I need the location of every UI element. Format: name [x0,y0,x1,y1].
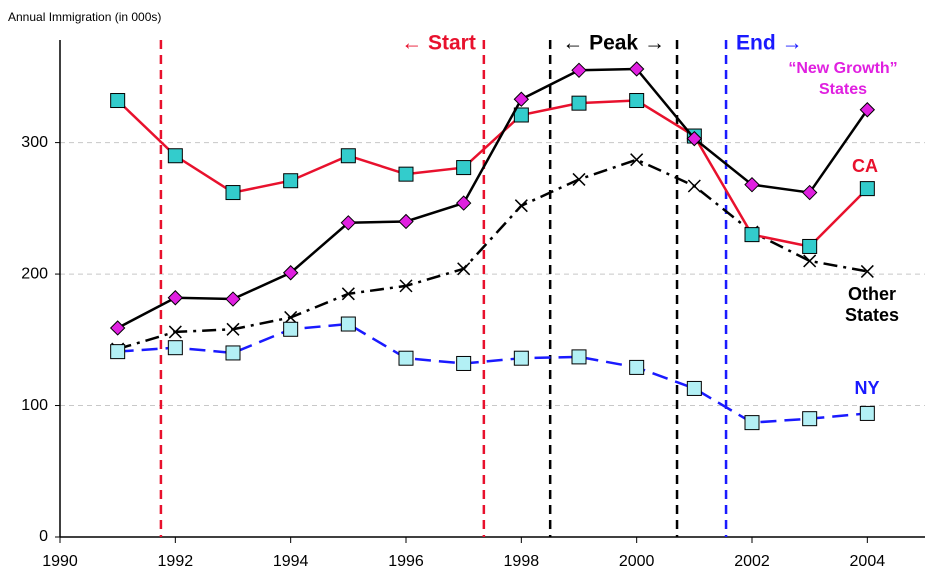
marker [398,166,414,182]
y-tick-label: 100 [21,397,48,414]
x-tick-label: 2000 [619,553,655,570]
series-label: “New Growth” States [788,60,898,98]
series-line [117,67,869,330]
marker [686,130,703,147]
marker [802,411,818,427]
marker [398,213,414,230]
x-tick-label: 1998 [504,553,540,570]
marker [398,350,414,366]
marker [109,320,126,336]
marker [629,93,645,109]
marker [457,262,471,276]
y-axis-label: Annual Immigration (in 000s) [8,10,161,24]
marker [225,345,241,361]
marker [571,62,587,79]
marker [572,172,586,186]
marker [455,195,472,211]
marker [571,349,587,365]
marker [225,291,241,307]
x-tick-label: 1996 [388,553,424,570]
marker [283,173,299,189]
marker [803,254,817,268]
marker [859,181,875,197]
x-tick-label: 1990 [42,553,78,570]
x-tick-label: 2004 [850,553,886,570]
marker [456,160,472,176]
phase-annotation: End → [736,32,803,55]
marker [687,179,701,193]
x-tick-label: 2002 [734,553,770,570]
marker [859,102,876,118]
marker [456,355,472,371]
marker [801,184,818,201]
series-line [116,99,869,248]
x-tick-label: 1992 [158,553,194,570]
marker [340,148,356,164]
marker [860,264,874,278]
marker [513,107,529,123]
marker [340,316,356,332]
marker [744,227,760,243]
marker [630,153,644,167]
y-tick-label: 300 [21,134,48,151]
marker [629,359,645,375]
series-label: NY [854,378,880,398]
marker [110,93,126,109]
marker [686,380,702,396]
marker [513,350,529,366]
series-label: Other States [844,284,900,325]
marker [226,322,240,336]
marker [744,415,760,431]
phase-annotation: ← Start [401,32,476,55]
marker [513,91,530,107]
y-tick-label: 0 [39,528,48,545]
marker [859,405,875,421]
marker [802,238,818,254]
marker [628,61,645,77]
marker [283,321,299,337]
marker [110,344,126,360]
marker [168,325,182,339]
y-tick-label: 200 [21,265,48,282]
marker [167,290,184,306]
series-line [117,322,868,424]
marker [225,185,241,201]
marker [284,310,298,324]
marker [744,176,760,193]
series-line [117,158,868,351]
series-label: CA [852,156,878,176]
marker [340,215,357,231]
marker [341,287,355,301]
x-tick-label: 1994 [273,553,309,570]
marker [282,265,299,281]
marker [571,95,587,111]
marker [514,199,528,213]
marker [167,148,183,164]
marker [167,340,183,356]
marker [399,279,413,293]
phase-annotation: ← Peak → [562,32,665,55]
